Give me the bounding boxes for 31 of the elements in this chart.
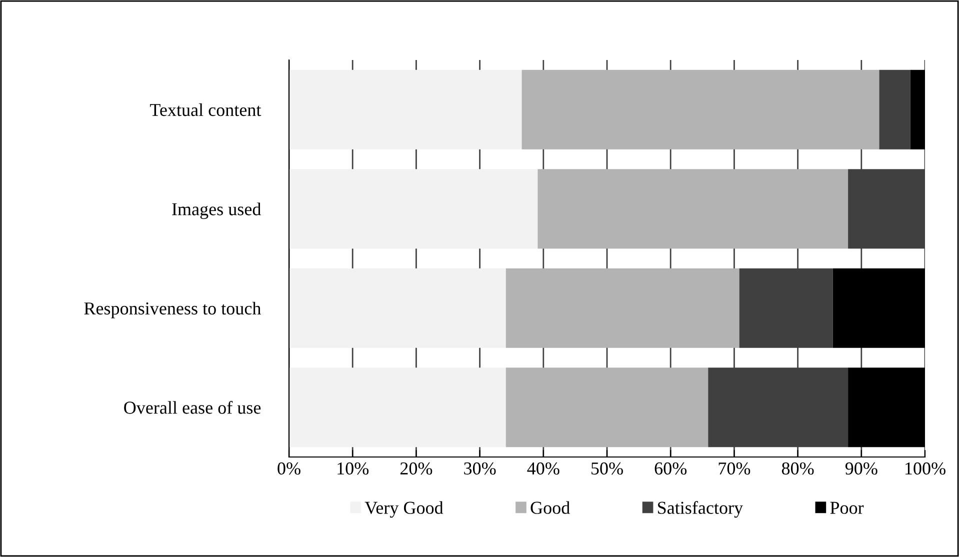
- legend-label: Satisfactory: [658, 501, 743, 518]
- legend-label: Good: [530, 501, 570, 514]
- bar: [832, 268, 925, 348]
- bar: [289, 169, 538, 249]
- y-tick-label: Textual content: [150, 103, 262, 116]
- x-tick-label: 70%: [718, 462, 750, 475]
- y-tick-label: Images used: [172, 202, 261, 220]
- bar: [289, 268, 506, 348]
- bar: [289, 368, 506, 448]
- bar: [506, 368, 708, 448]
- x-tick-label: 60%: [654, 462, 687, 475]
- bar: [538, 169, 848, 249]
- x-tick-label: 30%: [464, 462, 496, 475]
- x-tick-label: 40%: [527, 462, 560, 475]
- x-tick-label: 10%: [338, 462, 369, 475]
- x-tick-label: 0%: [278, 462, 300, 475]
- x-tick-label: 80%: [782, 462, 814, 475]
- x-tick-label: 100%: [906, 462, 946, 475]
- y-tick-label: Overall ease of use: [124, 400, 261, 414]
- bar: [848, 368, 925, 448]
- bar: [506, 268, 740, 348]
- x-tick-label: 20%: [400, 462, 432, 475]
- bar: [910, 70, 925, 150]
- bar: [522, 70, 880, 150]
- legend-label: Poor: [830, 502, 864, 514]
- legend-label: Very Good: [364, 501, 444, 518]
- bar: [289, 70, 522, 150]
- x-tick-label: 50%: [592, 462, 623, 475]
- bar: [879, 70, 910, 150]
- x-tick-label: 90%: [845, 462, 878, 475]
- y-tick-label: Responsiveness to touch: [84, 302, 261, 318]
